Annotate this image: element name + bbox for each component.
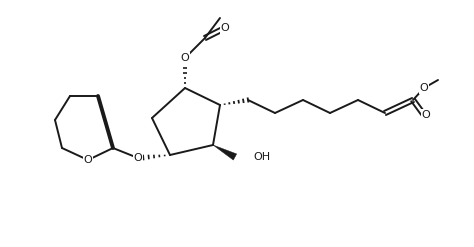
Text: O: O: [83, 155, 92, 165]
Polygon shape: [213, 145, 237, 160]
Text: O: O: [134, 153, 142, 163]
Text: O: O: [181, 53, 190, 63]
Text: O: O: [419, 83, 428, 93]
Text: O: O: [422, 110, 430, 120]
Text: OH: OH: [253, 152, 270, 162]
Text: O: O: [220, 23, 229, 33]
